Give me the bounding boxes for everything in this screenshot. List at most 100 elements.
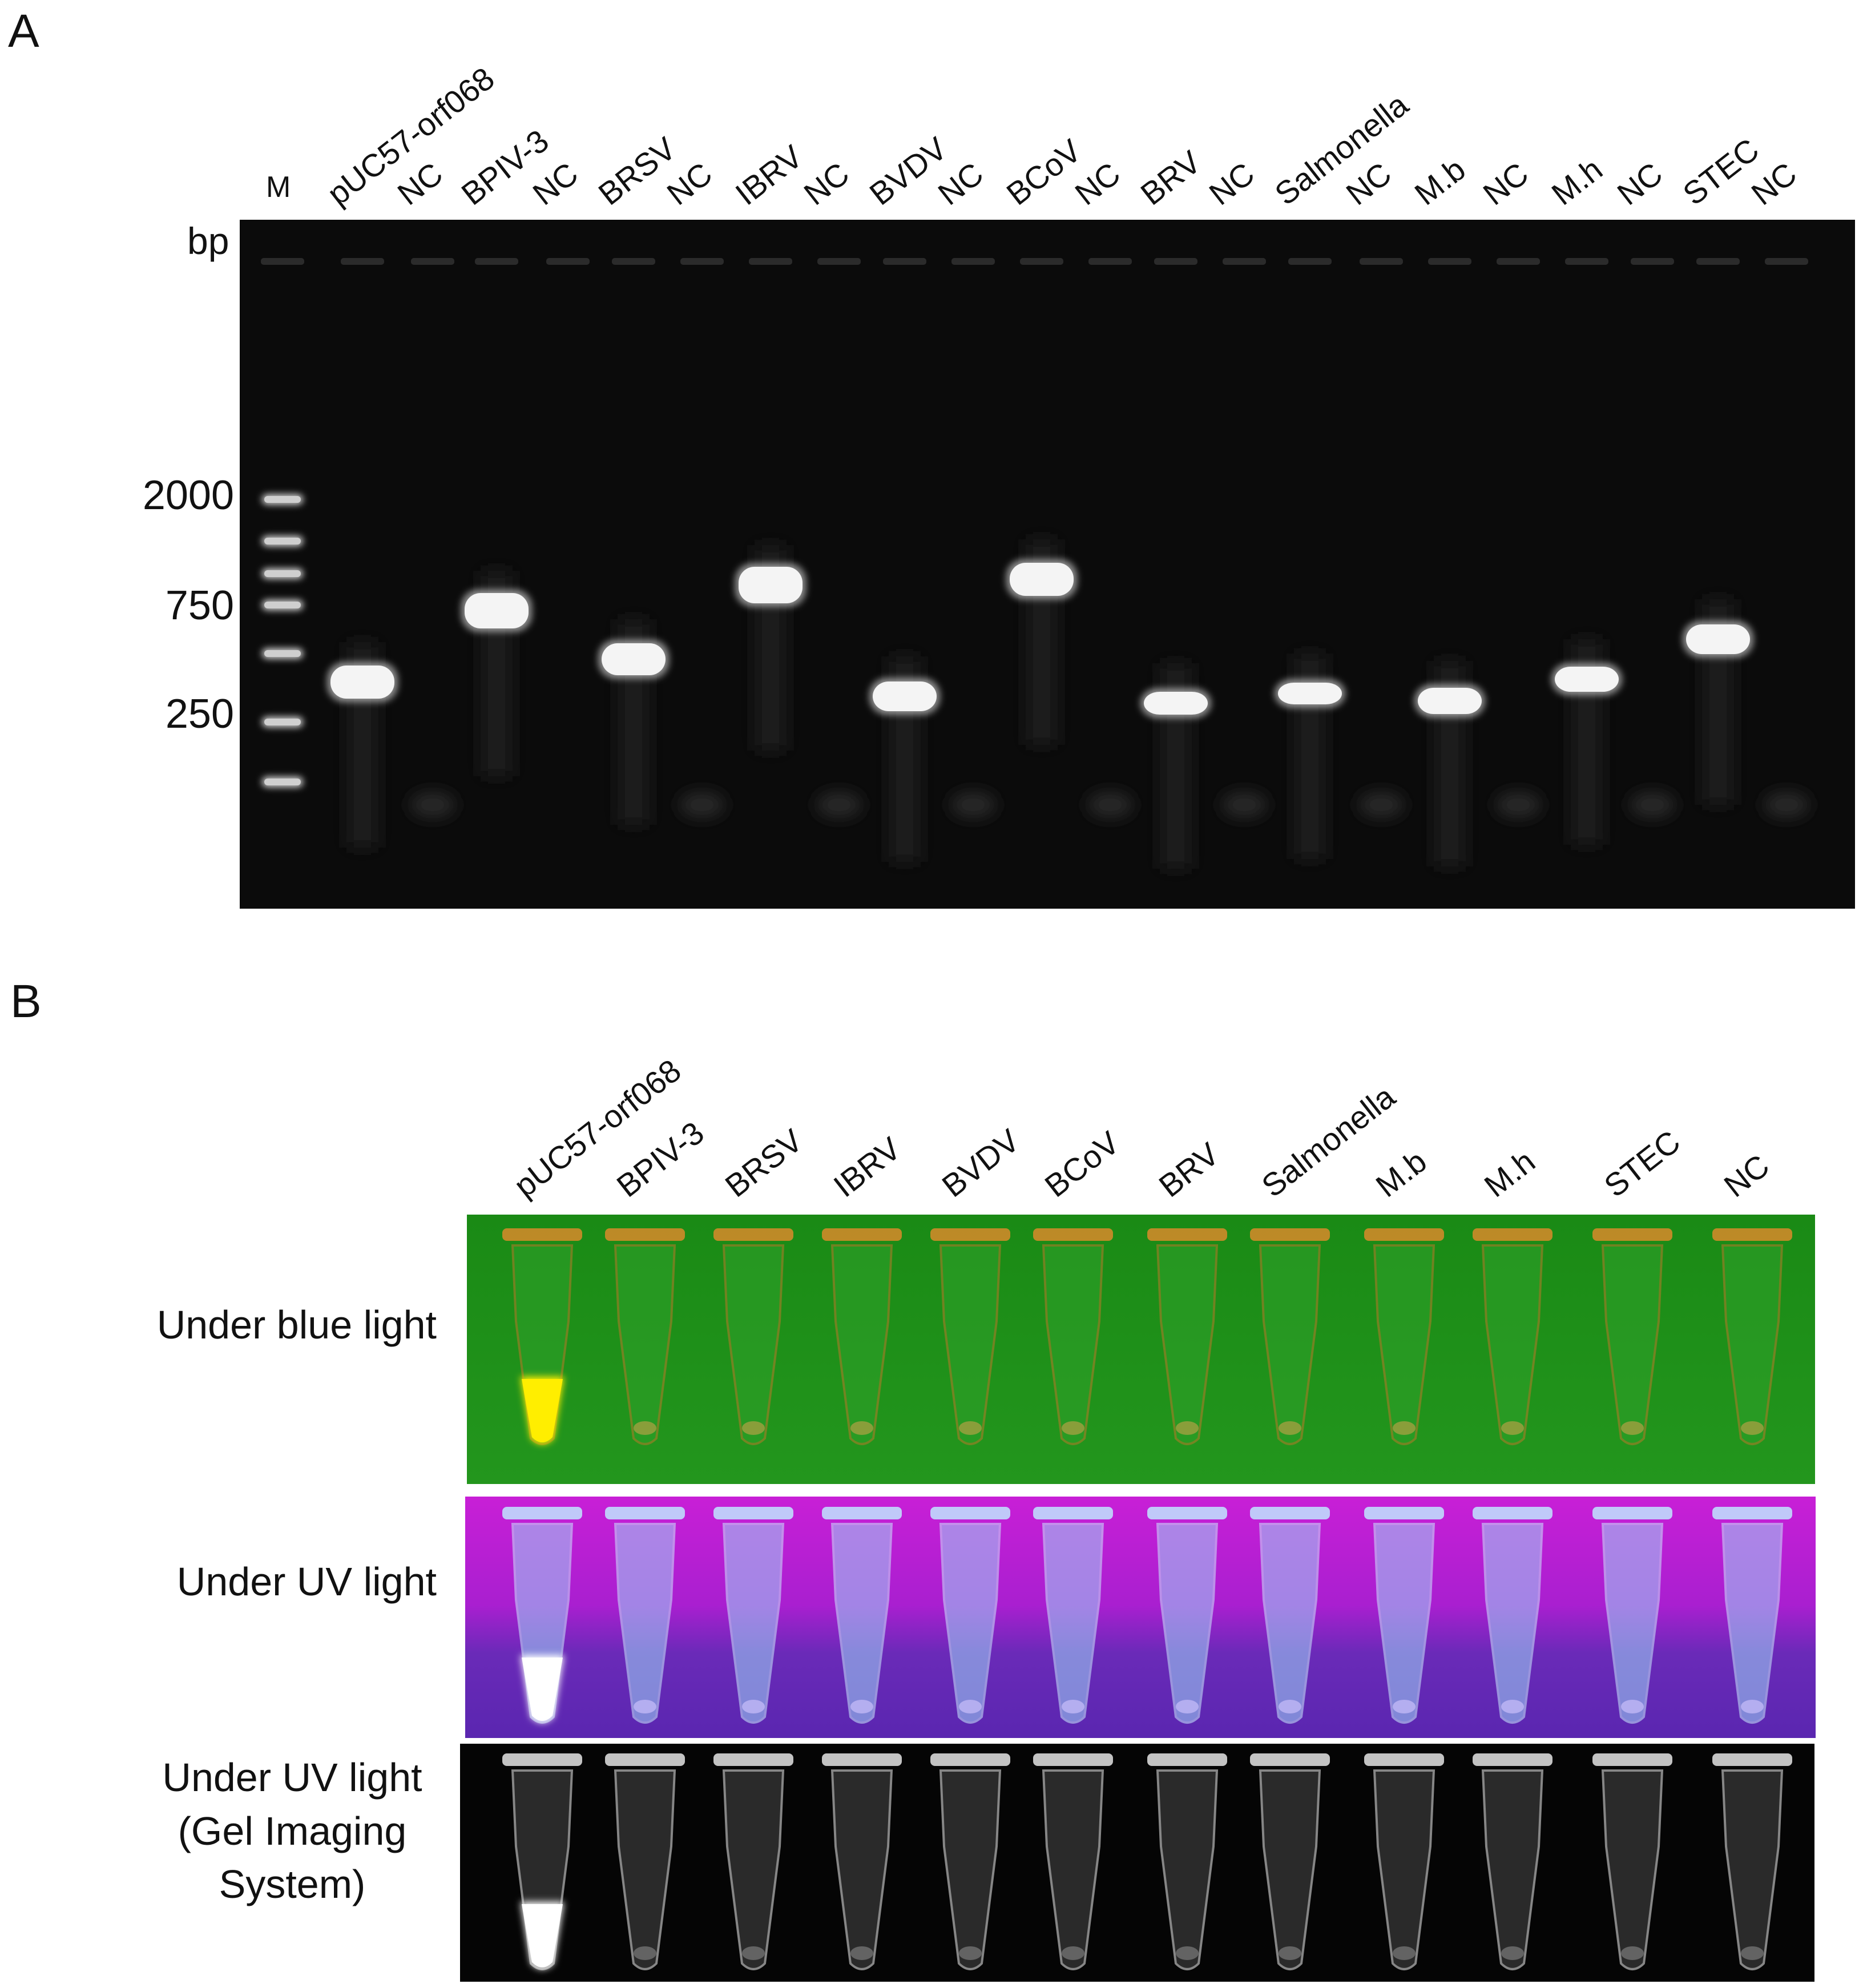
tube-cap [1592,1228,1672,1241]
gel-lane-label: M.b [1408,151,1472,212]
ladder-band [264,719,301,725]
reaction-liquid [634,1700,656,1713]
gel-lane-label: Salmonella [1268,86,1416,212]
fluorescent-signal-core [522,1658,563,1721]
reaction-liquid [1393,1421,1416,1435]
reaction-tube [722,1769,785,1970]
tube-cap [1147,1228,1227,1241]
primer-dimer [410,792,455,817]
reaction-tube [1156,1769,1219,1970]
reaction-liquid [742,1421,765,1435]
reaction-tube [1601,1769,1664,1970]
primer-dimer [1221,792,1267,817]
tube-label: M.h [1478,1143,1542,1204]
tube-cap [930,1753,1010,1766]
reaction-liquid [1741,1946,1764,1960]
reaction-liquid [742,1946,765,1960]
reaction-tube [722,1244,785,1445]
reaction-tube [614,1523,676,1724]
tube-label: BCoV [1038,1124,1127,1204]
tube-cap [502,1753,582,1766]
reaction-liquid [850,1946,873,1960]
tube-cap [713,1753,793,1766]
reaction-liquid [1501,1946,1524,1960]
row-label-gel-imaging-3: System) [219,1862,366,1906]
row-label-gel-imaging-1: Under UV light [162,1755,422,1800]
dna-band [1555,667,1619,692]
gel-well [475,258,518,265]
tube-cap [1250,1228,1330,1241]
tube-cap [1712,1753,1792,1766]
bp-unit-label: bp [187,220,229,262]
tube-cap [930,1228,1010,1241]
gel-well [411,258,454,265]
tube-cap [822,1228,902,1241]
gel-lane-label: BRV [1134,143,1208,212]
reaction-liquid [742,1700,765,1713]
tube-cap [605,1507,685,1519]
gel-lane-label: STEC [1676,131,1765,212]
tube-cap [1712,1228,1792,1241]
panel-b-letter: B [10,975,42,1027]
reaction-tube [614,1769,676,1970]
tube-cap [1364,1753,1444,1766]
reaction-liquid [1393,1946,1416,1960]
ladder-band [264,602,301,608]
tube-label: BRSV [719,1122,809,1204]
tube-cap [605,1228,685,1241]
size-marker-label: 250 [166,691,234,737]
tube-cap [1473,1507,1552,1519]
tube-cap [1364,1507,1444,1519]
tubes-blue-light [502,1228,1792,1445]
size-marker-label: 750 [166,583,234,628]
gel-well [1288,258,1332,265]
tube-cap [1250,1753,1330,1766]
tube-cap [930,1507,1010,1519]
tubes-uv-light [502,1507,1792,1724]
gel-well [612,258,655,265]
tube-cap [1147,1507,1227,1519]
dna-band [1010,563,1074,596]
reaction-liquid [1176,1946,1199,1960]
reaction-liquid [634,1946,656,1960]
reaction-tube [722,1523,785,1724]
tube-label: BRV [1152,1135,1226,1204]
tube-label: M.b [1369,1143,1433,1204]
ladder-band [264,570,301,577]
reaction-liquid [1176,1421,1199,1435]
gel-well [1223,258,1266,265]
tube-cap [1033,1507,1113,1519]
tube-cap [1473,1228,1552,1241]
reaction-liquid [1062,1946,1084,1960]
fluorescent-signal-core [522,1379,563,1442]
reaction-tube [1259,1769,1321,1970]
reaction-liquid [1741,1700,1764,1713]
tube-label: NC [1717,1147,1776,1204]
gel-well [1360,258,1403,265]
size-marker-labels: 2000 750 250 [143,473,234,737]
primer-dimer [1087,792,1133,817]
blue-light-photo [467,1215,1815,1484]
reaction-tube [1601,1244,1664,1445]
tube-cap [1147,1753,1227,1766]
reaction-liquid [1279,1421,1301,1435]
reaction-tube [1373,1769,1435,1970]
primer-dimer [816,792,862,817]
reaction-tube [1156,1523,1219,1724]
reaction-tube [830,1769,893,1970]
row-label-gel-imaging-2: (Gel Imaging [178,1809,407,1853]
gel-lane-label: NC [1203,155,1261,212]
reaction-tube [1373,1244,1435,1445]
ladder-band [264,779,301,785]
tube-cap [1250,1507,1330,1519]
uv-light-photo [465,1497,1816,1738]
tube-cap [1473,1753,1552,1766]
reaction-tube [1042,1523,1104,1724]
dna-band [330,666,394,699]
gel-well [1696,258,1740,265]
reaction-liquid [1062,1700,1084,1713]
tube-cap [1033,1228,1113,1241]
gel-lane-label: M.h [1545,151,1609,212]
dna-band [602,643,666,675]
